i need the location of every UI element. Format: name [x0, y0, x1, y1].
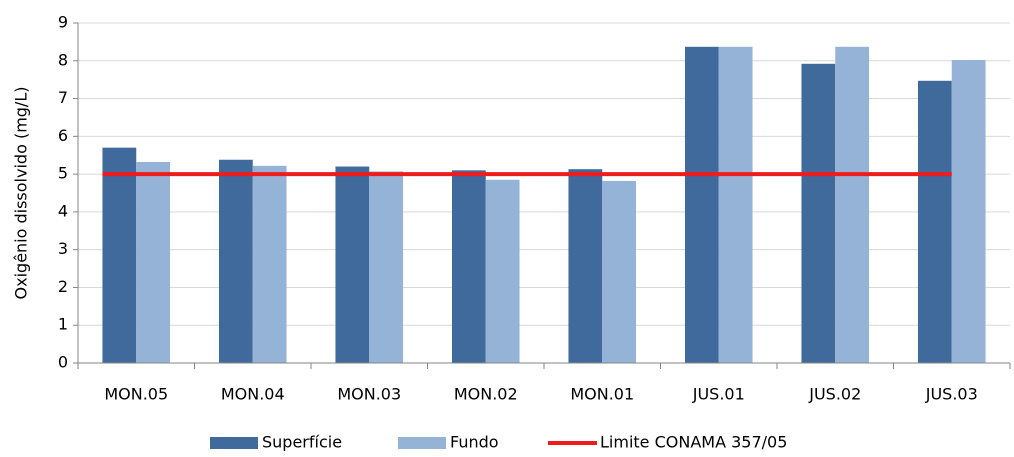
y-tick-label: 6 [58, 126, 68, 145]
x-tick-label: JUS.01 [692, 385, 745, 404]
y-tick-label: 5 [58, 164, 68, 183]
bar [335, 166, 370, 363]
x-tick-label: JUS.03 [925, 385, 978, 404]
bar [951, 60, 986, 364]
legend-swatch [398, 437, 446, 449]
x-tick-label: MON.03 [337, 385, 401, 404]
bar [602, 180, 637, 363]
legend-label: Fundo [450, 433, 499, 452]
bar [485, 179, 520, 363]
y-tick-label: 1 [58, 315, 68, 334]
bar [102, 147, 137, 363]
bar [568, 169, 603, 363]
x-tick-label: MON.02 [454, 385, 518, 404]
bar [917, 80, 952, 364]
x-tick-label: MON.05 [104, 385, 168, 404]
legend-swatch [210, 437, 258, 449]
y-tick-label: 2 [58, 277, 68, 296]
bar [252, 165, 287, 363]
legend-label: Superfície [262, 433, 342, 452]
y-tick-label: 8 [58, 50, 68, 69]
y-tick-label: 9 [58, 13, 68, 32]
bar [369, 171, 404, 363]
bar [801, 63, 836, 364]
y-tick-label: 0 [58, 353, 68, 372]
bar [451, 170, 486, 363]
bar [218, 159, 253, 363]
legend-label: Limite CONAMA 357/05 [600, 433, 787, 452]
bar [835, 46, 870, 364]
y-tick-label: 4 [58, 201, 68, 220]
y-axis-label: Oxigênio dissolvido (mg/L) [12, 87, 31, 300]
x-tick-label: MON.04 [221, 385, 285, 404]
y-tick-label: 7 [58, 88, 68, 107]
y-tick-label: 3 [58, 239, 68, 258]
x-tick-label: JUS.02 [808, 385, 861, 404]
bar [718, 46, 753, 364]
bar [684, 46, 719, 364]
bar [136, 162, 171, 363]
x-tick-label: MON.01 [570, 385, 634, 404]
